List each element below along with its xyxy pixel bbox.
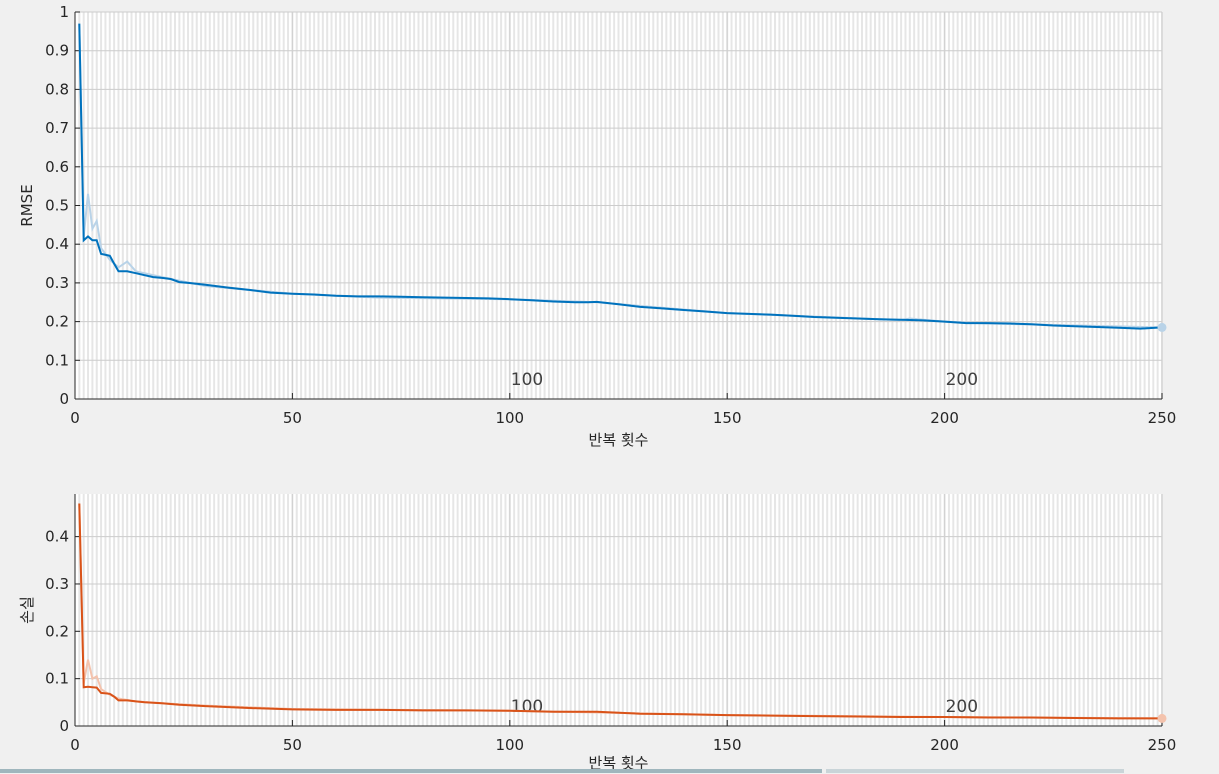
x-tick-label: 150	[713, 409, 742, 427]
y-tick-label: 0.4	[45, 235, 69, 253]
window-bottom-strip-right	[826, 769, 1124, 773]
x-tick-label: 250	[1148, 409, 1177, 427]
final-point-marker	[1157, 713, 1167, 723]
y-tick-label: 0.1	[45, 351, 69, 369]
y-tick-label: 0	[59, 390, 69, 408]
rmse-plot: 0 0.1 0.2 0.3 0.4 0.5 0.6 0.7 0.8 0.9 1 0 50 100 150 20…	[18, 3, 1176, 449]
epoch-label: 200	[946, 697, 978, 717]
y-tick-label: 1	[59, 3, 69, 21]
x-tick-label: 50	[283, 736, 302, 754]
epoch-label: 200	[946, 370, 978, 390]
epoch-label: 100	[511, 697, 543, 717]
smoothed-series-line	[78, 503, 1162, 720]
x-tick-label: 200	[930, 409, 959, 427]
x-tick-label: 100	[495, 409, 524, 427]
y-tick-label: 0	[59, 717, 69, 735]
y-tick-label: 0.2	[45, 622, 69, 640]
smoothed-series-line	[78, 23, 1163, 330]
final-point-marker	[1157, 322, 1167, 332]
x-tick-label: 50	[283, 409, 302, 427]
y-tick-label: 0.3	[45, 274, 69, 292]
y-axis-title: 손실	[18, 596, 36, 624]
y-tick-label: 0.8	[45, 80, 69, 98]
y-tick-label: 0.2	[45, 313, 69, 331]
y-tick-label: 0.9	[45, 42, 69, 60]
y-tick-label: 0.7	[45, 119, 69, 137]
y-tick-label: 0.3	[45, 575, 69, 593]
x-tick-label: 0	[70, 409, 80, 427]
epoch-label: 100	[511, 370, 543, 390]
window-bottom-strip-left	[0, 769, 822, 773]
y-tick-label: 0.6	[45, 158, 69, 176]
y-axis-title: RMSE	[18, 184, 36, 226]
x-axis-title: 반복 횟수	[589, 754, 649, 769]
y-tick-label: 0.5	[45, 197, 69, 215]
window-bottom-strip	[0, 769, 1219, 773]
x-tick-label: 250	[1148, 736, 1177, 754]
x-tick-label: 100	[495, 736, 524, 754]
loss-plot: 0 0.1 0.2 0.3 0.4 0 50 100 150 200 250 100 200 반복 횟수 손…	[18, 494, 1177, 772]
y-tick-label: 0.1	[45, 670, 69, 688]
y-tick-label: 0.4	[45, 528, 69, 546]
x-tick-label: 0	[70, 736, 80, 754]
x-tick-label: 200	[930, 736, 959, 754]
iteration-stripes	[78, 494, 1163, 726]
x-ticks: 0 50 100 150 200 250	[70, 12, 1176, 427]
x-axis-title: 반복 횟수	[589, 431, 649, 449]
x-tick-label: 150	[713, 736, 742, 754]
